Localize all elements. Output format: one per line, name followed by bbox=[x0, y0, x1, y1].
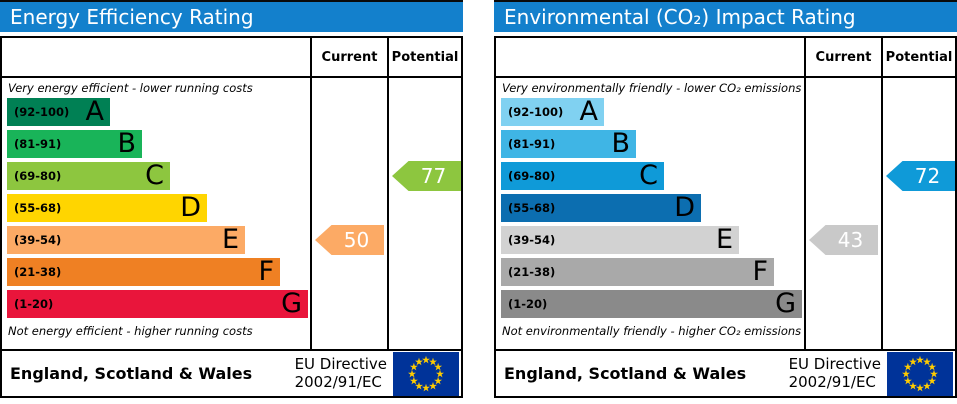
band-f: (21-38) F bbox=[7, 258, 280, 286]
band-letter: F bbox=[258, 255, 274, 287]
footer-row: England, Scotland & Wales EU Directive 2… bbox=[2, 349, 461, 396]
column-header-row: Current Potential bbox=[2, 38, 461, 78]
band-letter: A bbox=[85, 95, 104, 127]
band-letter: F bbox=[752, 255, 768, 287]
band-range: (69-80) bbox=[14, 169, 62, 183]
band-letter: E bbox=[715, 223, 733, 255]
band-letter: C bbox=[639, 159, 658, 191]
panel-title: Environmental (CO₂) Impact Rating bbox=[504, 5, 856, 29]
band-letter: E bbox=[221, 223, 239, 255]
potential-rating-value: 72 bbox=[914, 164, 941, 188]
band-letter: C bbox=[145, 159, 164, 191]
band-range: (92-100) bbox=[508, 105, 564, 119]
band-range: (81-91) bbox=[14, 137, 62, 151]
band-range: (39-54) bbox=[14, 233, 62, 247]
column-header-row: Current Potential bbox=[496, 38, 955, 78]
band-range: (1-20) bbox=[508, 297, 548, 311]
band-e: (39-54) E bbox=[501, 226, 739, 254]
band-range: (21-38) bbox=[508, 265, 556, 279]
band-range: (55-68) bbox=[14, 201, 62, 215]
current-rating-value: 50 bbox=[343, 228, 370, 252]
environmental-impact-panel: Environmental (CO₂) Impact Rating Curren… bbox=[494, 0, 957, 404]
eu-directive-label: EU Directive 2002/91/EC bbox=[295, 356, 393, 391]
column-divider bbox=[387, 38, 389, 349]
top-caption: Very energy efficient - lower running co… bbox=[8, 81, 253, 95]
potential-rating-arrow: 72 bbox=[886, 161, 955, 191]
eu-directive-line2: 2002/91/EC bbox=[788, 372, 876, 391]
column-divider bbox=[310, 38, 312, 349]
band-letter: B bbox=[611, 127, 630, 159]
band-b: (81-91) B bbox=[7, 130, 142, 158]
current-rating-value: 43 bbox=[837, 228, 864, 252]
band-range: (1-20) bbox=[14, 297, 54, 311]
rating-table: Current Potential Very environmentally f… bbox=[494, 36, 957, 398]
energy-efficiency-panel: Energy Efficiency Rating Current Potenti… bbox=[0, 0, 463, 404]
bottom-caption: Not environmentally friendly - higher CO… bbox=[502, 324, 802, 338]
eu-flag-icon bbox=[393, 351, 459, 396]
potential-column-header: Potential bbox=[391, 49, 459, 65]
band-e: (39-54) E bbox=[7, 226, 245, 254]
eu-directive-label: EU Directive 2002/91/EC bbox=[789, 356, 887, 391]
bottom-caption: Not energy efficient - higher running co… bbox=[8, 324, 253, 338]
band-d: (55-68) D bbox=[501, 194, 701, 222]
band-letter: A bbox=[579, 95, 598, 127]
band-range: (55-68) bbox=[508, 201, 556, 215]
current-column-header: Current bbox=[815, 49, 872, 65]
band-f: (21-38) F bbox=[501, 258, 774, 286]
potential-rating-arrow: 77 bbox=[392, 161, 461, 191]
band-a: (92-100) A bbox=[7, 98, 110, 126]
eu-flag-icon bbox=[887, 351, 953, 396]
band-letter: B bbox=[117, 127, 136, 159]
current-rating-arrow: 43 bbox=[809, 225, 878, 255]
panel-title-bar: Energy Efficiency Rating bbox=[0, 0, 463, 32]
band-d: (55-68) D bbox=[7, 194, 207, 222]
band-g: (1-20) G bbox=[501, 290, 802, 318]
band-letter: D bbox=[180, 191, 201, 223]
current-column-header: Current bbox=[321, 49, 378, 65]
region-label: England, Scotland & Wales bbox=[504, 364, 747, 383]
panel-title: Energy Efficiency Rating bbox=[10, 5, 254, 29]
panel-title-bar: Environmental (CO₂) Impact Rating bbox=[494, 0, 957, 32]
region-label: England, Scotland & Wales bbox=[10, 364, 253, 383]
band-range: (21-38) bbox=[14, 265, 62, 279]
eu-directive-line2: 2002/91/EC bbox=[294, 372, 382, 391]
band-letter: G bbox=[775, 287, 796, 319]
potential-rating-value: 77 bbox=[420, 164, 447, 188]
band-c: (69-80) C bbox=[501, 162, 664, 190]
band-a: (92-100) A bbox=[501, 98, 604, 126]
potential-column-header: Potential bbox=[885, 49, 953, 65]
band-range: (81-91) bbox=[508, 137, 556, 151]
current-rating-arrow: 50 bbox=[315, 225, 384, 255]
rating-table: Current Potential Very energy efficient … bbox=[0, 36, 463, 398]
eu-directive-line1: EU Directive bbox=[788, 355, 881, 374]
column-divider bbox=[881, 38, 883, 349]
band-c: (69-80) C bbox=[7, 162, 170, 190]
band-g: (1-20) G bbox=[7, 290, 308, 318]
column-divider bbox=[804, 38, 806, 349]
band-b: (81-91) B bbox=[501, 130, 636, 158]
top-caption: Very environmentally friendly - lower CO… bbox=[502, 81, 802, 95]
band-range: (92-100) bbox=[14, 105, 70, 119]
footer-row: England, Scotland & Wales EU Directive 2… bbox=[496, 349, 955, 396]
eu-directive-line1: EU Directive bbox=[294, 355, 387, 374]
band-letter: D bbox=[674, 191, 695, 223]
band-letter: G bbox=[281, 287, 302, 319]
band-range: (69-80) bbox=[508, 169, 556, 183]
band-range: (39-54) bbox=[508, 233, 556, 247]
